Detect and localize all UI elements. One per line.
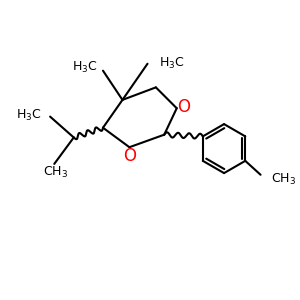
Text: O: O: [124, 147, 136, 165]
Text: CH$_3$: CH$_3$: [43, 165, 68, 180]
Text: O: O: [177, 98, 190, 116]
Text: H$_3$C: H$_3$C: [159, 56, 185, 71]
Text: H$_3$C: H$_3$C: [16, 108, 42, 123]
Text: H$_3$C: H$_3$C: [72, 60, 98, 75]
Text: CH$_3$: CH$_3$: [271, 172, 296, 187]
